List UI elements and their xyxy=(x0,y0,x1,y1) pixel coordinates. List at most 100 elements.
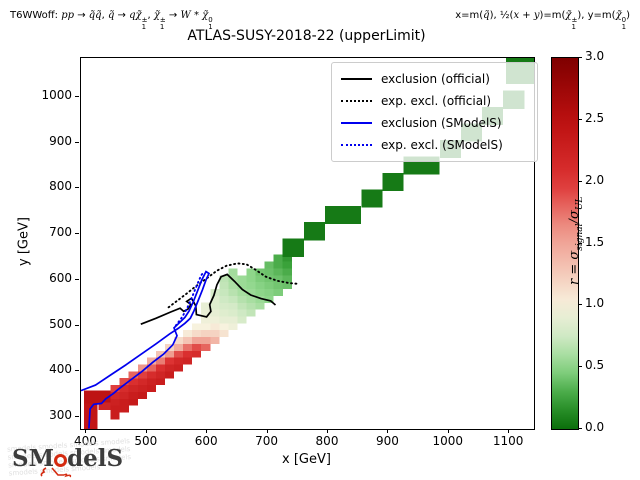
x-tick-mark xyxy=(206,429,208,433)
contour-exp-excl-official xyxy=(167,262,301,309)
y-tick-mark xyxy=(75,370,79,372)
heatmap-cell xyxy=(137,391,147,399)
heatmap-cell xyxy=(273,289,283,296)
colorbar-tick-label: 1.0 xyxy=(585,296,605,311)
heatmap-cell xyxy=(137,385,147,392)
heatmap-cell xyxy=(273,268,283,276)
y-tick-mark xyxy=(75,278,79,280)
colorbar-label: r = σsignal/σUL xyxy=(567,196,585,285)
heatmap-cell xyxy=(155,350,165,358)
heatmap-cell xyxy=(110,412,120,420)
heatmap-cell xyxy=(264,295,274,303)
heatmap-cell xyxy=(174,343,184,351)
heatmap-cell xyxy=(255,268,265,276)
x-tick-mark xyxy=(387,429,389,433)
heatmap-cell xyxy=(210,323,220,331)
heatmap-cell xyxy=(255,302,265,310)
heatmap-cell xyxy=(246,275,256,283)
heatmap-cell xyxy=(201,309,211,317)
heatmap-cell xyxy=(255,282,265,290)
heatmap-cell xyxy=(192,350,202,358)
heatmap-cell xyxy=(128,371,138,379)
heatmap-cell xyxy=(228,282,238,290)
heatmap-cell xyxy=(119,378,129,386)
heatmap-cell xyxy=(228,295,238,303)
y-tick-mark xyxy=(75,233,79,235)
heatmap-cell xyxy=(98,402,111,410)
heatmap-cell xyxy=(264,261,274,269)
heatmap-cell xyxy=(201,302,211,310)
heatmap-cell xyxy=(325,205,362,225)
heatmap-cell xyxy=(264,268,274,276)
heatmap-cell xyxy=(183,330,193,338)
y-tick-mark xyxy=(75,416,79,418)
colorbar-tick-label: 0.5 xyxy=(585,358,605,373)
heatmap-cell xyxy=(128,398,138,406)
heatmap-cell xyxy=(255,289,265,296)
legend-dotted-line-icon xyxy=(341,100,372,102)
legend-solid-line-icon xyxy=(341,122,372,124)
heatmap-cell xyxy=(137,371,147,379)
heatmap-cell xyxy=(110,405,120,413)
heatmap-cell xyxy=(219,275,229,283)
heatmap-cell xyxy=(246,289,256,296)
heatmap-cell xyxy=(201,316,211,324)
heatmap-cell xyxy=(246,302,256,310)
heatmap-cell xyxy=(201,330,211,338)
heatmap-cell xyxy=(255,295,265,303)
heatmap-cell xyxy=(282,261,292,269)
heatmap-cell xyxy=(219,295,229,303)
heatmap-cell xyxy=(219,323,229,331)
logo-o-ring-icon xyxy=(54,454,68,467)
heatmap-cell xyxy=(174,364,184,372)
colorbar-tick-mark xyxy=(578,180,582,182)
heatmap-cell xyxy=(219,289,229,296)
heatmap-cell xyxy=(237,302,247,310)
y-tick-label: 500 xyxy=(49,316,72,331)
colorbar-tick-label: 1.5 xyxy=(585,234,605,249)
x-tick-label: 800 xyxy=(315,434,339,448)
y-tick-label: 800 xyxy=(49,179,72,194)
heatmap-cell xyxy=(303,222,325,241)
legend-entry: exclusion (SModelS) xyxy=(341,112,529,134)
heatmap-cell xyxy=(282,275,292,283)
heatmap-cell xyxy=(192,337,202,344)
smodels-logo: smodels smodels smodels smodels smodels … xyxy=(7,437,138,479)
heatmap-cell xyxy=(228,316,238,324)
colorbar-tick-mark xyxy=(578,304,582,306)
heatmap-cell xyxy=(246,282,256,290)
y-tick-label: 700 xyxy=(49,225,72,240)
y-tick-mark xyxy=(75,187,79,189)
heatmap-cell xyxy=(361,189,383,208)
heatmap-cell xyxy=(201,323,211,331)
heatmap-cell xyxy=(183,350,193,358)
heatmap-cell xyxy=(119,398,129,406)
heatmap-cell xyxy=(237,316,247,324)
heatmap-cell xyxy=(219,302,229,310)
y-tick-label: 600 xyxy=(49,270,72,285)
heatmap-cell xyxy=(273,261,283,269)
colorbar-tick-label: 2.0 xyxy=(585,172,605,187)
heatmap-cell xyxy=(282,254,292,262)
heatmap-cell xyxy=(128,391,138,399)
y-tick-mark xyxy=(75,95,79,97)
heatmap-cell xyxy=(210,295,220,303)
x-axis-label: x [GeV] xyxy=(282,452,331,467)
heatmap-cell xyxy=(282,238,304,257)
logo-text: SM delS xyxy=(12,445,124,472)
x-tick-label: 900 xyxy=(375,434,399,448)
heatmap-cell xyxy=(165,357,175,365)
heatmap-cell xyxy=(155,357,165,365)
heatmap-cell xyxy=(119,391,129,399)
heatmap-cell xyxy=(146,378,156,386)
heatmap-cell xyxy=(228,289,238,296)
heatmap-cell xyxy=(255,275,265,283)
heatmap-cell xyxy=(264,289,274,296)
colorbar-tick-mark xyxy=(578,366,582,368)
heatmap-cell xyxy=(210,309,220,317)
heatmap-cell xyxy=(273,275,283,283)
heatmap-cell xyxy=(210,337,220,344)
heatmap-cell xyxy=(137,364,147,372)
y-tick-mark xyxy=(75,141,79,143)
